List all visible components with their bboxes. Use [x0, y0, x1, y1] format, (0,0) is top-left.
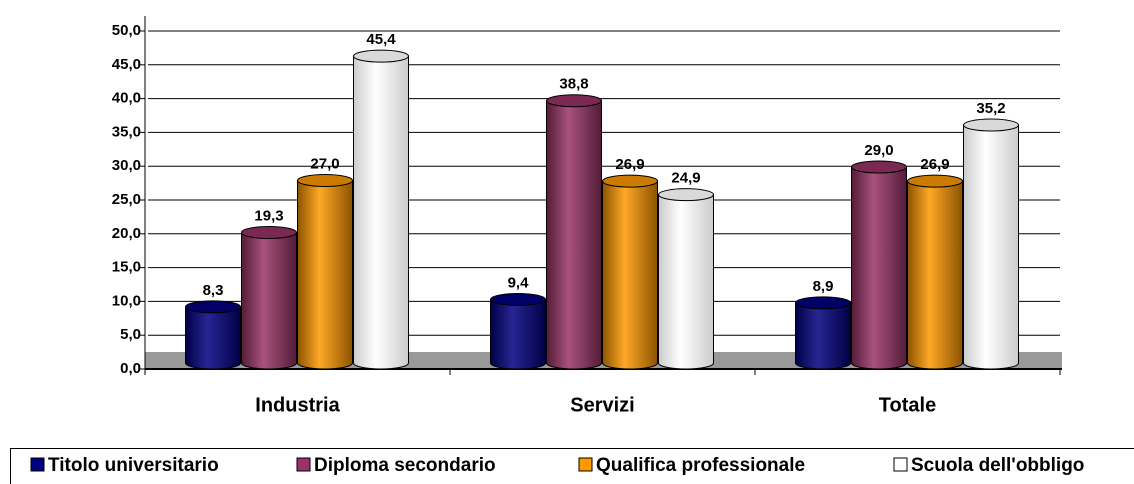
- bar-body: [353, 55, 409, 370]
- bar-top: [241, 226, 297, 240]
- y-tick-label: 45,0: [112, 56, 141, 73]
- bar: [241, 226, 297, 370]
- y-tick-label: 50,0: [112, 22, 141, 39]
- bar-top: [658, 188, 714, 202]
- legend-label: Scuola dell'obbligo: [911, 455, 1084, 476]
- value-label: 27,0: [310, 155, 339, 172]
- bar-top: [185, 300, 241, 314]
- value-label: 26,9: [920, 156, 949, 173]
- bar: [185, 300, 241, 370]
- value-label: 9,4: [508, 274, 530, 291]
- legend-label: Diploma secondario: [314, 455, 496, 476]
- value-label: 35,2: [976, 100, 1005, 117]
- bar-top: [297, 173, 353, 187]
- bar-top: [851, 160, 907, 174]
- value-label: 38,8: [559, 76, 588, 93]
- x-tick-label: Industria: [255, 394, 340, 416]
- bar: [490, 292, 546, 370]
- legend-swatch: [578, 457, 593, 472]
- y-tick-label: 30,0: [112, 157, 141, 174]
- bar: [963, 118, 1019, 370]
- bar-top: [353, 49, 409, 63]
- value-label: 19,3: [254, 208, 283, 225]
- bar-body: [963, 124, 1019, 370]
- bar-top: [795, 296, 851, 310]
- legend-swatch: [30, 457, 45, 472]
- value-label: 45,4: [366, 31, 396, 48]
- bar: [658, 188, 714, 370]
- bar-body: [907, 180, 963, 370]
- x-tick-label: Servizi: [570, 394, 634, 416]
- bar-top: [963, 118, 1019, 132]
- value-label: 26,9: [615, 156, 644, 173]
- bar: [602, 174, 658, 370]
- legend-label: Titolo universitario: [48, 455, 219, 476]
- legend-label: Qualifica professionale: [596, 455, 805, 476]
- value-label: 29,0: [864, 142, 893, 159]
- legend-swatch: [296, 457, 311, 472]
- legend: [10, 448, 1134, 484]
- bar-body: [546, 100, 602, 370]
- x-tick-label: Totale: [879, 394, 936, 416]
- bar-body: [602, 180, 658, 370]
- value-label: 24,9: [671, 170, 700, 187]
- bar-body: [185, 306, 241, 370]
- bar-body: [241, 232, 297, 370]
- y-tick-label: 20,0: [112, 225, 141, 242]
- y-tick-label: 40,0: [112, 90, 141, 107]
- value-label: 8,9: [813, 278, 834, 295]
- bar: [297, 173, 353, 370]
- y-tick-label: 15,0: [112, 259, 141, 276]
- bar: [907, 174, 963, 370]
- y-tick-label: 25,0: [112, 191, 141, 208]
- y-tick-label: 5,0: [120, 326, 141, 343]
- value-label: 8,3: [203, 282, 224, 299]
- bar-body: [297, 179, 353, 370]
- bar-body: [795, 302, 851, 370]
- legend-swatch: [893, 457, 908, 472]
- bar: [851, 160, 907, 370]
- bar-top: [490, 292, 546, 306]
- bar: [353, 49, 409, 370]
- bar-top: [546, 94, 602, 108]
- bar: [546, 94, 602, 370]
- bar-body: [658, 194, 714, 370]
- y-tick-label: 35,0: [112, 123, 141, 140]
- bar-body: [490, 298, 546, 370]
- bar: [795, 296, 851, 370]
- bar-top: [602, 174, 658, 188]
- y-tick-label: 0,0: [120, 360, 141, 377]
- bar-top: [907, 174, 963, 188]
- y-tick-label: 10,0: [112, 292, 141, 309]
- bar-body: [851, 166, 907, 370]
